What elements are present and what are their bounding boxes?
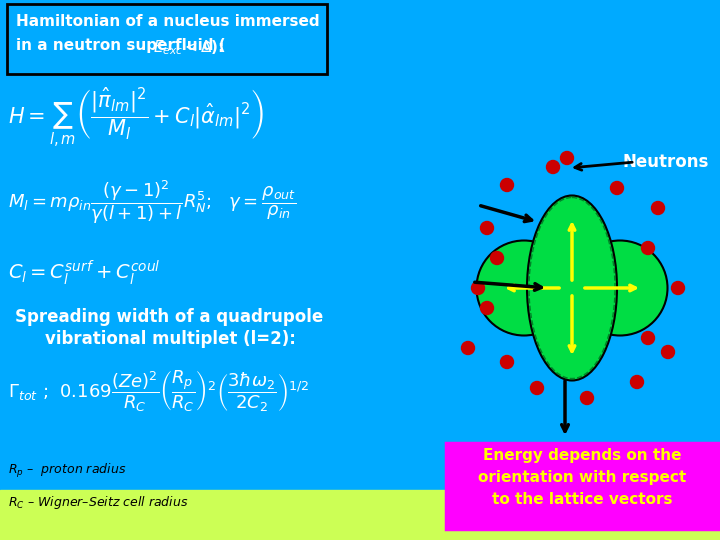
Circle shape [531, 381, 544, 395]
Text: $R_p$ –  proton radius: $R_p$ – proton radius [8, 462, 126, 480]
Circle shape [546, 160, 559, 173]
Circle shape [560, 152, 574, 165]
Circle shape [472, 281, 485, 294]
Text: Energy depends on the
orientation with respect
to the lattice vectors: Energy depends on the orientation with r… [478, 448, 686, 508]
Text: $\Gamma_{tot}$ ;  $0.169\dfrac{(Ze)^2}{R_C}\left(\dfrac{R_p}{R_C}\right)^2\left(: $\Gamma_{tot}$ ; $0.169\dfrac{(Ze)^2}{R_… [8, 368, 310, 413]
Circle shape [642, 332, 654, 345]
Circle shape [480, 301, 493, 314]
Circle shape [631, 375, 644, 388]
Circle shape [480, 221, 493, 234]
Text: $R_C$ – Wigner–Seitz cell radius: $R_C$ – Wigner–Seitz cell radius [8, 494, 189, 511]
Circle shape [652, 201, 665, 214]
Ellipse shape [477, 240, 572, 335]
Circle shape [462, 341, 474, 354]
Text: Spreading width of a quadrupole: Spreading width of a quadrupole [15, 308, 323, 326]
Circle shape [611, 181, 624, 194]
FancyBboxPatch shape [446, 443, 718, 529]
Circle shape [642, 241, 654, 254]
Text: $M_l = m\rho_{in} \dfrac{(\gamma-1)^2}{\gamma(l+1)+l} R_N^{5}$;   $\gamma = \dfr: $M_l = m\rho_{in} \dfrac{(\gamma-1)^2}{\… [8, 178, 296, 226]
Circle shape [672, 281, 685, 294]
Circle shape [662, 346, 675, 359]
Text: in a neutron superfluid (: in a neutron superfluid ( [16, 38, 225, 53]
Text: Hamiltonian of a nucleus immersed: Hamiltonian of a nucleus immersed [16, 14, 320, 29]
FancyBboxPatch shape [7, 4, 327, 74]
Circle shape [490, 252, 503, 265]
Text: vibrational multiplet (l=2):: vibrational multiplet (l=2): [45, 330, 296, 348]
Text: $C_l = C_l^{surf} + C_l^{coul}$: $C_l = C_l^{surf} + C_l^{coul}$ [8, 258, 161, 287]
Circle shape [500, 179, 513, 192]
Text: Neutrons: Neutrons [622, 153, 708, 171]
Ellipse shape [527, 195, 617, 381]
Text: $H = \sum_{l,m} \left( \dfrac{|\hat{\pi}_{lm}|^2}{M_l} + C_l |\hat{\alpha}_{lm}|: $H = \sum_{l,m} \left( \dfrac{|\hat{\pi}… [8, 85, 264, 150]
Circle shape [500, 355, 513, 368]
Ellipse shape [572, 240, 667, 335]
Text: $E_{exc} < \Delta$):: $E_{exc} < \Delta$): [153, 38, 225, 57]
Bar [0, 490, 720, 540]
Circle shape [580, 392, 593, 404]
